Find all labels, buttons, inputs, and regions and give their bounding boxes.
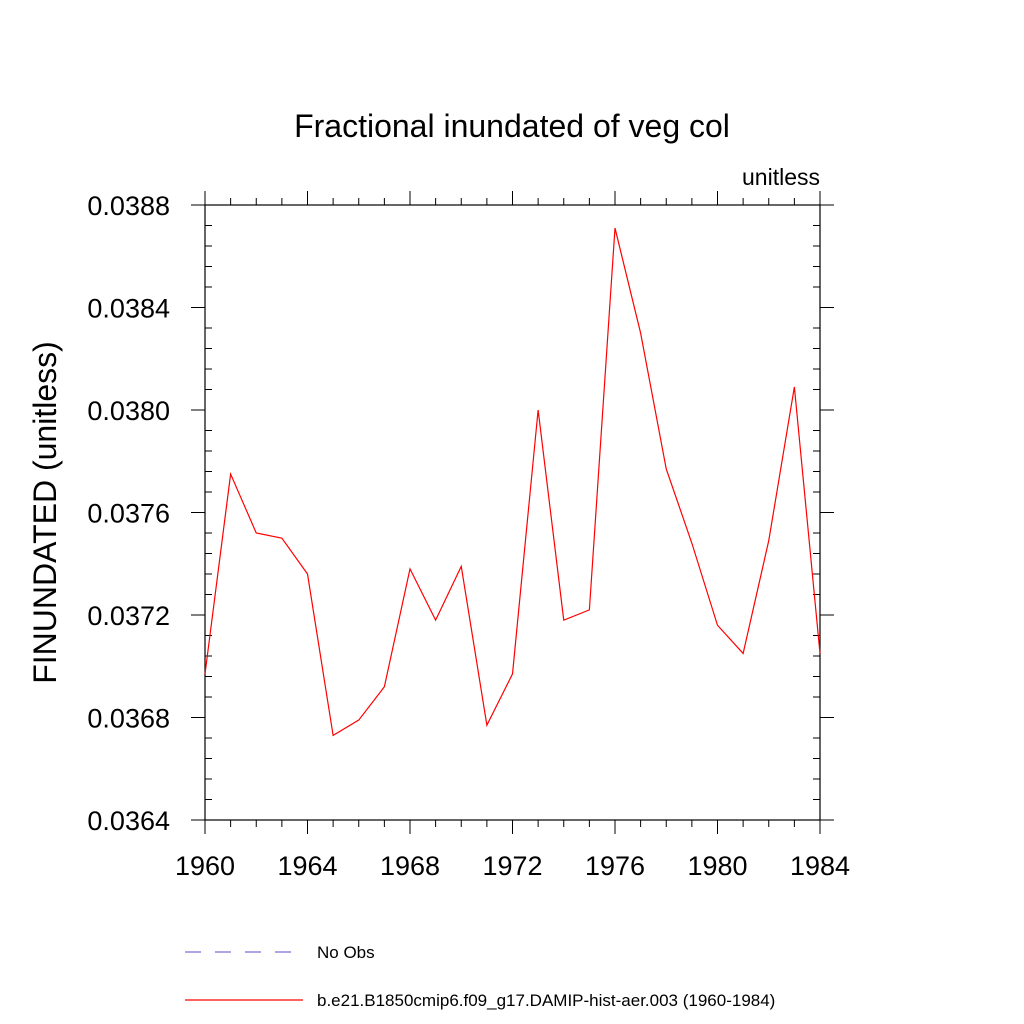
minor-ticks	[205, 198, 820, 827]
x-tick-label: 1964	[277, 851, 337, 881]
x-tick-label: 1984	[790, 851, 850, 881]
legend-label-0: No Obs	[317, 943, 375, 962]
y-tick-label: 0.0380	[87, 396, 170, 426]
x-tick-label: 1980	[687, 851, 747, 881]
legend-label-1: b.e21.B1850cmip6.f09_g17.DAMIP-hist-aer.…	[317, 991, 775, 1010]
y-tick-label: 0.0364	[87, 806, 170, 836]
series-line-1	[204, 227, 821, 737]
chart-title: Fractional inundated of veg col	[294, 108, 730, 144]
y-tick-label: 0.0388	[87, 191, 170, 221]
x-tick-label: 1972	[482, 851, 542, 881]
y-tick-label: 0.0376	[87, 499, 170, 529]
x-tick-label: 1976	[585, 851, 645, 881]
major-ticks	[191, 191, 834, 834]
y-tick-label: 0.0384	[87, 294, 170, 324]
y-tick-labels: 0.0364 0.0368 0.0372 0.0376 0.0380 0.0384 0.03…	[87, 191, 170, 836]
y-tick-label: 0.0368	[87, 704, 170, 734]
legend: No Obs b.e21.B1850cmip6.f09_g17.DAMIP-his…	[185, 943, 775, 1010]
x-tick-label: 1968	[380, 851, 440, 881]
y-tick-label: 0.0372	[87, 601, 170, 631]
plot-frame	[204, 204, 821, 821]
y-axis-label: FINUNDATED (unitless)	[27, 341, 63, 684]
x-tick-label: 1960	[175, 851, 235, 881]
chart-subtitle-unitless: unitless	[742, 164, 820, 190]
series-lines	[204, 227, 821, 737]
x-tick-labels: 1960 1964 1968 1972 1976 1980 1984	[175, 851, 850, 881]
